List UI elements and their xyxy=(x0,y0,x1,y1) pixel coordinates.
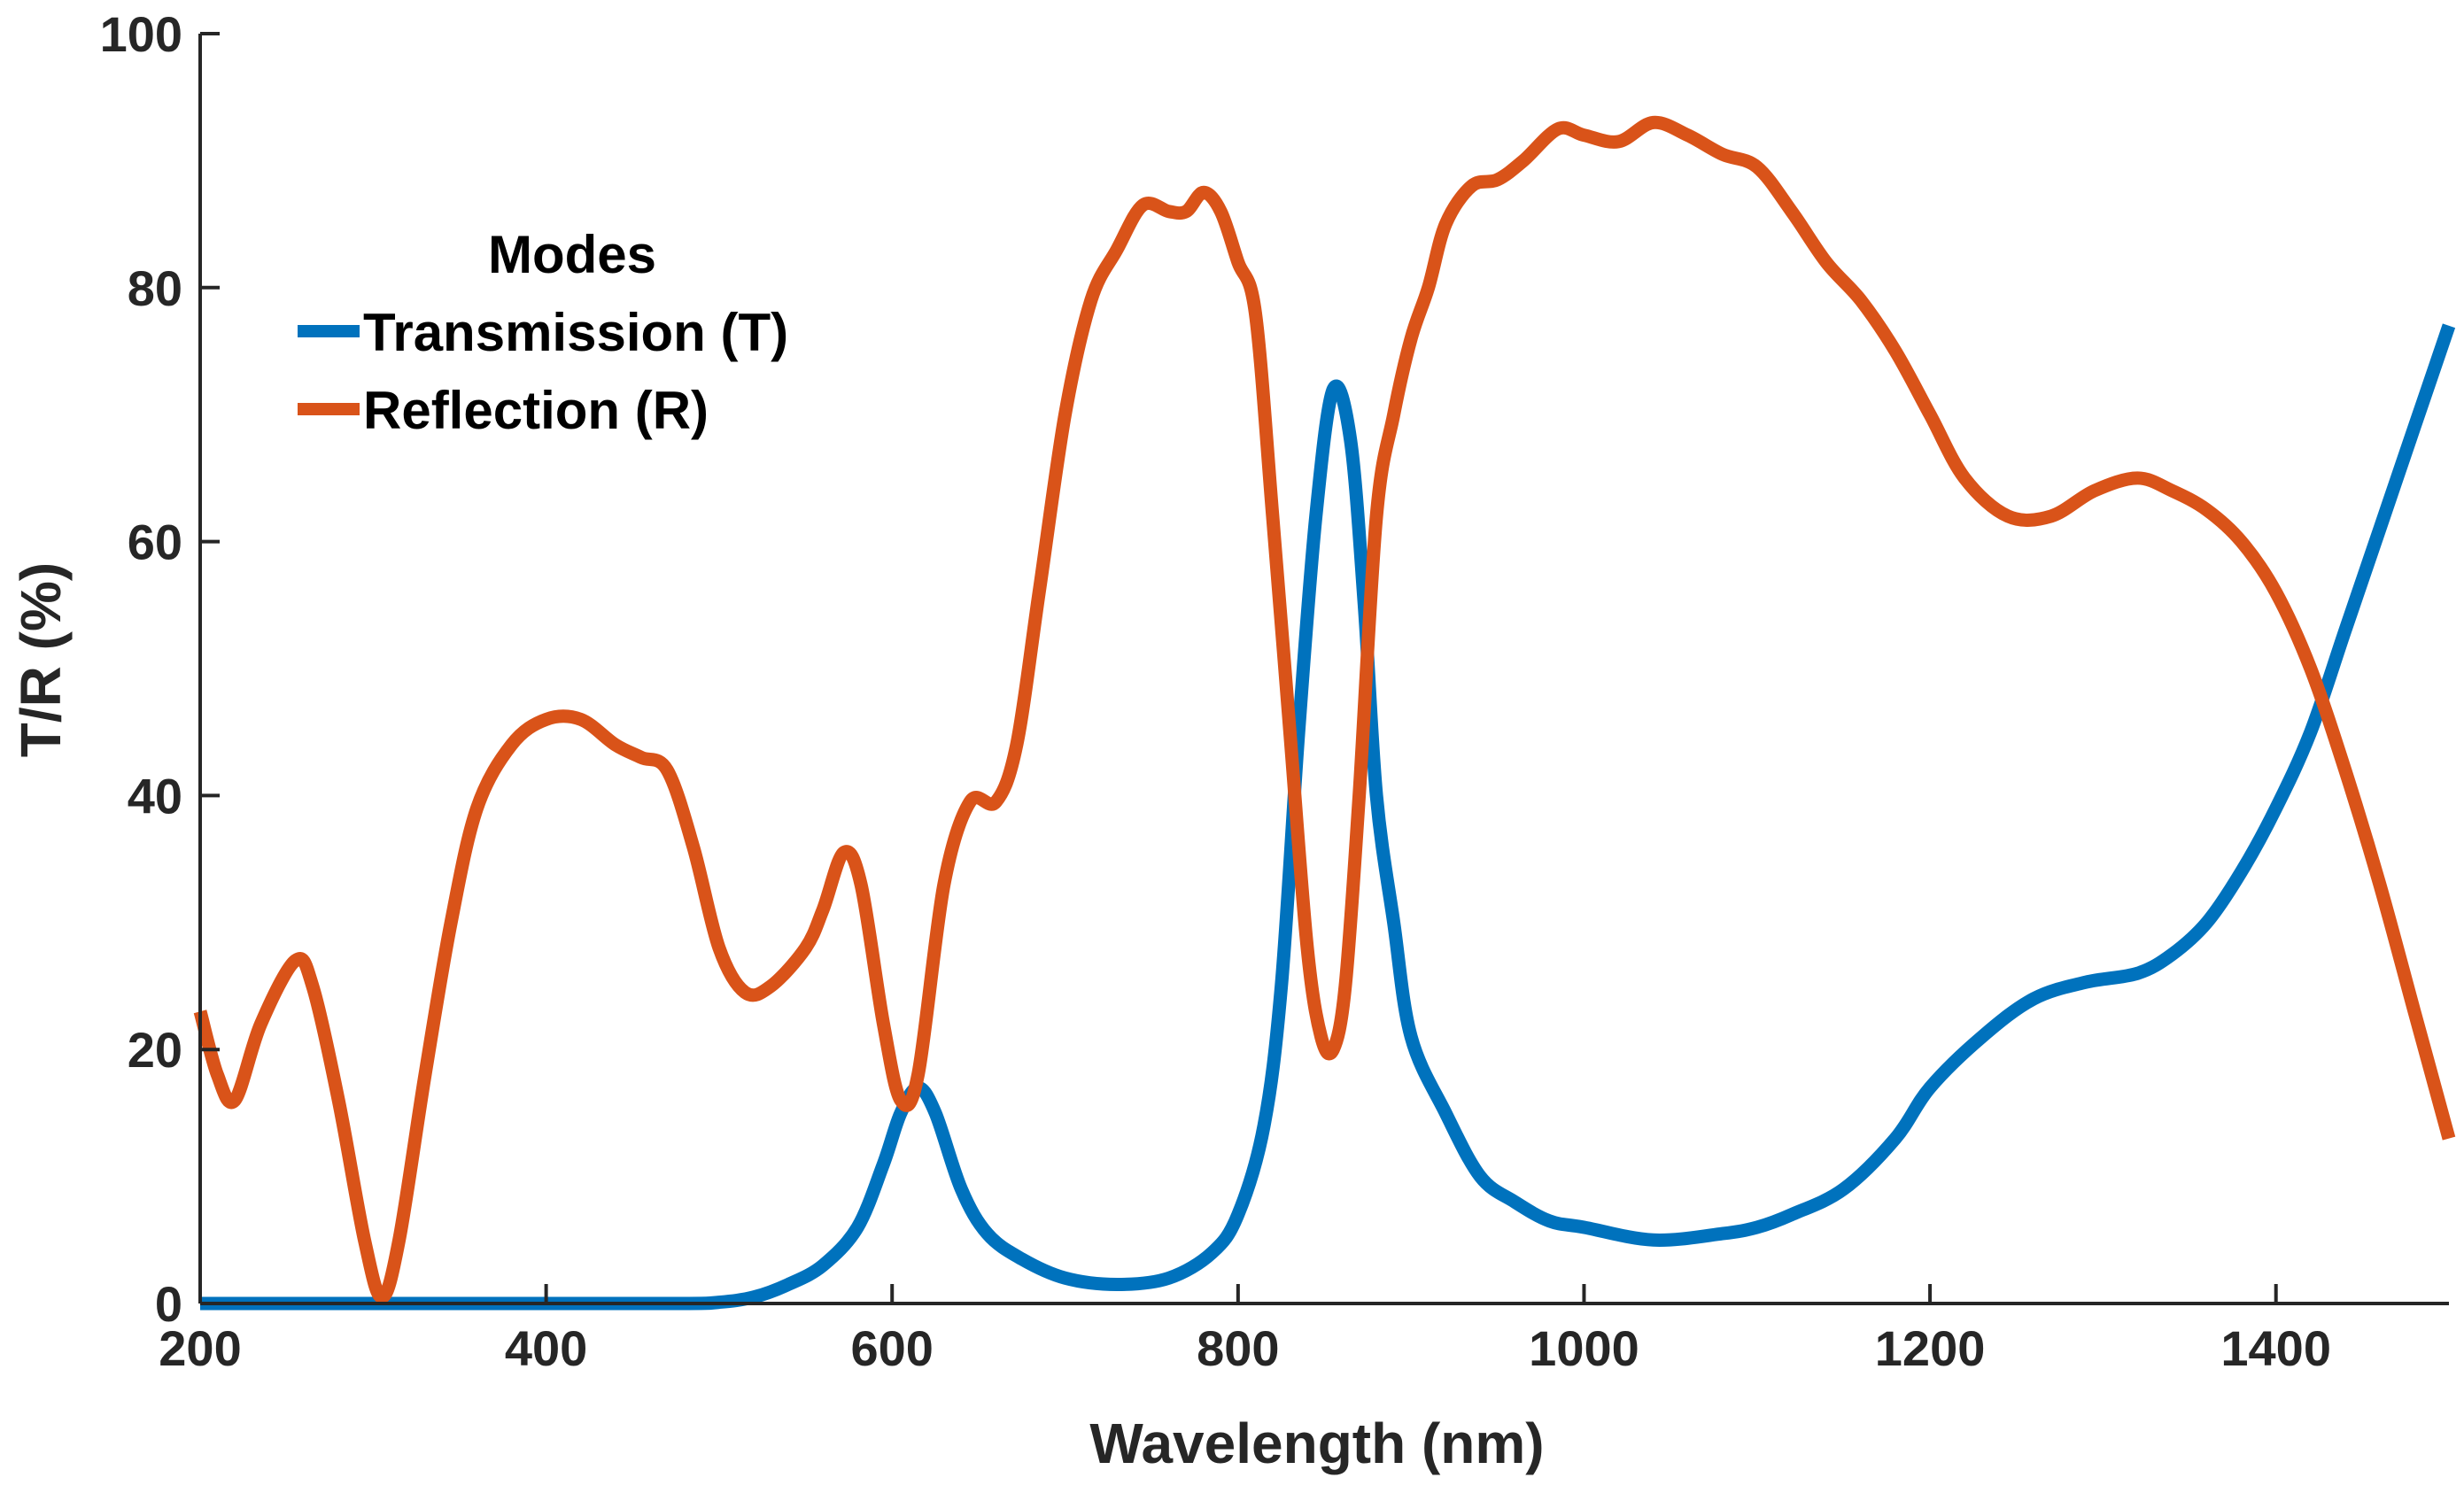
x-tick-label: 600 xyxy=(851,1320,934,1376)
y-tick-label: 40 xyxy=(128,768,182,824)
x-tick-label: 1000 xyxy=(1529,1320,1639,1376)
series-layer xyxy=(193,115,2456,1311)
x-axis-title: Wavelength (nm) xyxy=(1089,1412,1544,1475)
tick-labels: 200 400 600 800 1000 1200 1400 0 20 40 60 80 100 xyxy=(100,6,2331,1376)
legend-label-reflection: Reflection (R) xyxy=(363,381,709,440)
y-tick-label: 0 xyxy=(155,1276,182,1332)
x-tick-label: 1200 xyxy=(1875,1320,1986,1376)
series-line-transmission xyxy=(200,323,2456,1311)
axes xyxy=(198,32,2449,1305)
legend-label-transmission: Transmission (T) xyxy=(363,303,788,362)
legend-title: Modes xyxy=(488,225,656,284)
x-tick-label: 800 xyxy=(1197,1320,1279,1376)
x-tick-label: 1400 xyxy=(2220,1320,2331,1376)
y-tick-label: 20 xyxy=(128,1022,182,1078)
y-axis-title: T/R (%) xyxy=(9,562,73,757)
legend: Modes Transmission (T) Reflection (R) xyxy=(298,225,788,440)
x-tick-label: 400 xyxy=(505,1320,587,1376)
y-tick-label: 60 xyxy=(128,514,182,570)
series-line-reflection xyxy=(193,115,2456,1304)
y-tick-label: 80 xyxy=(128,260,182,316)
y-tick-label: 100 xyxy=(100,6,182,62)
x-tick-label: 200 xyxy=(159,1320,241,1376)
